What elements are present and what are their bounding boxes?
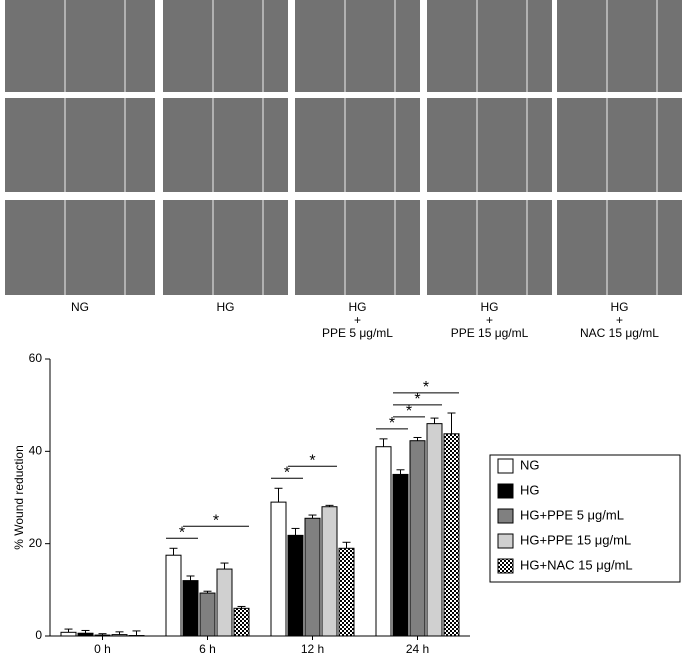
y-tick-label: 0 xyxy=(35,628,42,642)
bar xyxy=(392,473,409,637)
y-tick-label: 40 xyxy=(29,444,43,458)
significance-label: * xyxy=(414,391,420,408)
bar xyxy=(375,446,392,637)
legend-label: NG xyxy=(520,457,540,472)
micrograph xyxy=(5,200,155,295)
bar xyxy=(77,632,94,637)
micrograph xyxy=(163,200,288,295)
bar xyxy=(111,634,128,637)
column-label: HG xyxy=(481,300,499,314)
micrograph xyxy=(163,0,288,92)
x-tick-label: 24 h xyxy=(406,642,429,655)
bar xyxy=(426,423,443,637)
x-tick-label: 0 h xyxy=(94,642,111,655)
legend-swatch xyxy=(497,533,514,549)
micrograph xyxy=(557,98,682,192)
legend-box xyxy=(489,454,681,583)
micrograph xyxy=(557,0,682,92)
column-label: HG xyxy=(611,300,629,314)
significance-label: * xyxy=(389,415,395,432)
micrograph xyxy=(295,200,420,295)
significance-label: * xyxy=(179,525,185,542)
bar xyxy=(233,607,250,637)
column-label: NAC 15 μg/mL xyxy=(580,326,659,340)
significance-label: * xyxy=(213,513,219,530)
legend-swatch xyxy=(497,508,514,524)
legend-label: HG+PPE 5 μg/mL xyxy=(520,507,624,522)
column-label: PPE 15 μg/mL xyxy=(451,326,529,340)
column-label: + xyxy=(616,313,623,327)
significance-label: * xyxy=(423,379,429,396)
bar xyxy=(443,433,460,637)
legend-label: HG+PPE 15 μg/mL xyxy=(520,532,631,547)
bar xyxy=(287,534,304,637)
y-axis-label: % Wound reduction xyxy=(12,445,26,550)
column-label: + xyxy=(486,313,493,327)
x-tick-label: 12 h xyxy=(301,642,324,655)
bar xyxy=(321,506,338,637)
micrograph xyxy=(427,200,552,295)
micrograph xyxy=(5,98,155,192)
bar xyxy=(216,568,233,637)
bar xyxy=(165,554,182,637)
bar xyxy=(270,501,287,637)
column-label: HG xyxy=(349,300,367,314)
bar xyxy=(409,440,426,637)
legend-swatch xyxy=(497,483,514,499)
bar xyxy=(338,547,355,637)
bar xyxy=(182,580,199,637)
column-label: NG xyxy=(71,300,89,314)
bar xyxy=(199,592,216,637)
micrograph xyxy=(295,0,420,92)
column-label: + xyxy=(354,313,361,327)
micrograph xyxy=(427,0,552,92)
y-tick-label: 60 xyxy=(29,351,43,365)
bar xyxy=(94,634,111,637)
y-tick-label: 20 xyxy=(29,536,43,550)
bar xyxy=(304,517,321,637)
significance-label: * xyxy=(406,403,412,420)
micrograph xyxy=(163,98,288,192)
significance-label: * xyxy=(284,464,290,481)
legend-label: HG xyxy=(520,482,540,497)
x-tick-label: 6 h xyxy=(199,642,216,655)
legend-swatch xyxy=(497,458,514,474)
micrograph xyxy=(5,0,155,92)
micrograph xyxy=(295,98,420,192)
column-label: PPE 5 μg/mL xyxy=(322,326,393,340)
micrograph xyxy=(427,98,552,192)
legend-swatch xyxy=(497,558,514,574)
micrograph xyxy=(557,200,682,295)
significance-label: * xyxy=(309,452,315,469)
legend-label: HG+NAC 15 μg/mL xyxy=(520,557,633,572)
column-label: HG xyxy=(217,300,235,314)
bar xyxy=(60,631,77,637)
